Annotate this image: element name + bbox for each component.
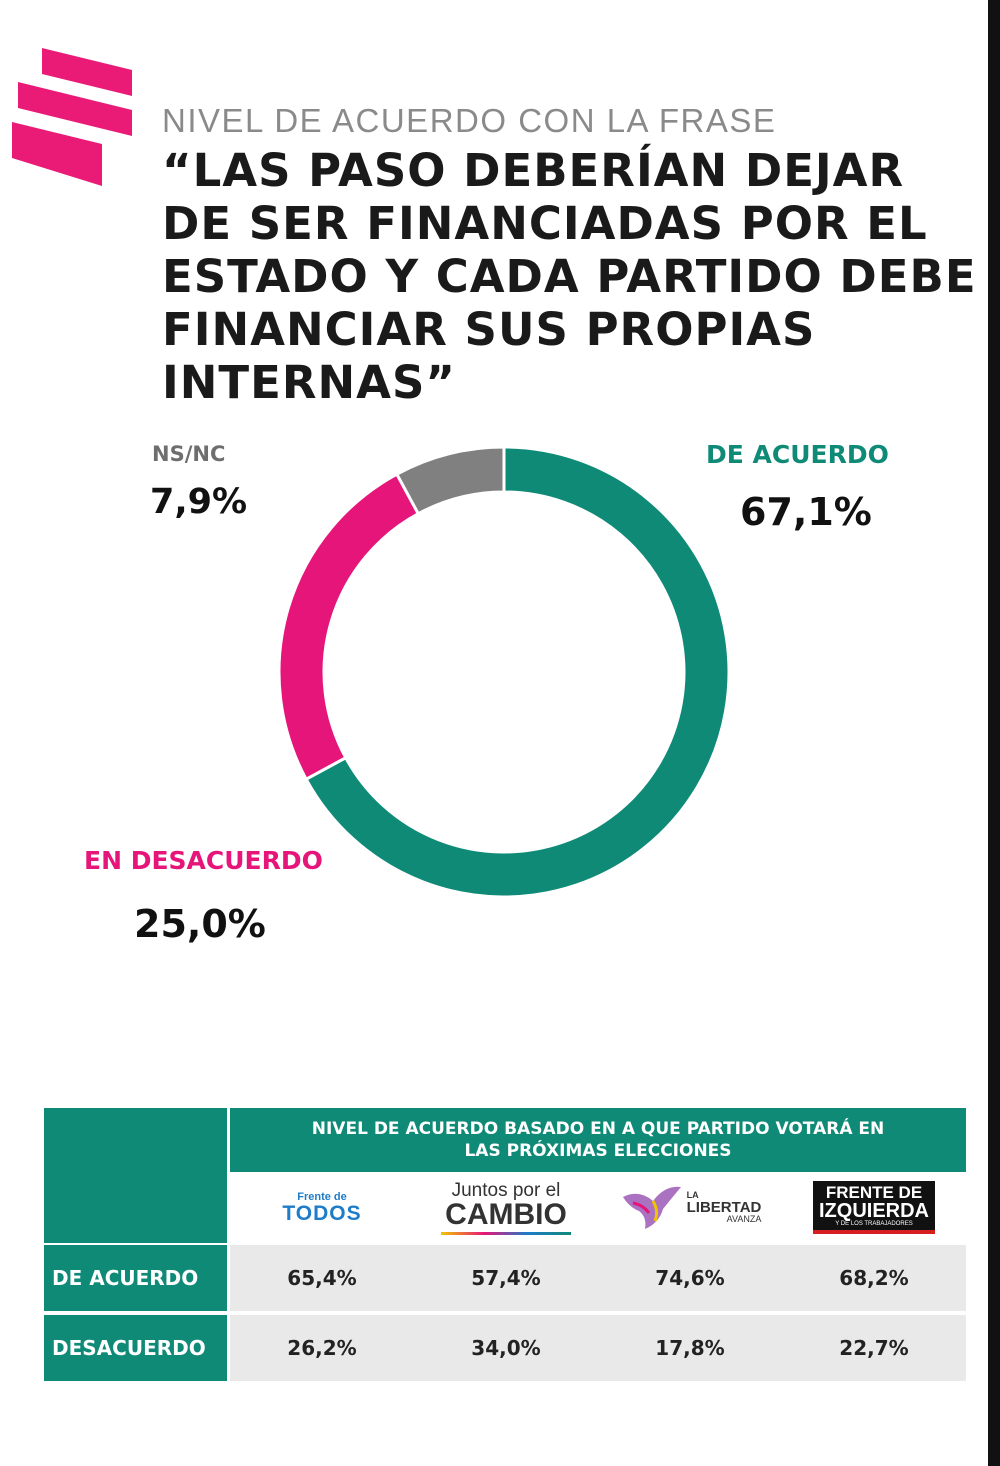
table-cell: 65,4% [287, 1266, 357, 1290]
table-row: DE ACUERDO 65,4% 57,4% 74,6% 68,2% [44, 1245, 966, 1311]
value-en-desacuerdo: 25,0% [134, 902, 266, 946]
value-nsnc: 7,9% [150, 482, 248, 522]
table-cell: 57,4% [471, 1266, 541, 1290]
table-cell: 68,2% [839, 1266, 909, 1290]
logo-juntos-por-el-cambio: Juntos por el CAMBIO [414, 1172, 598, 1243]
row-cells: 65,4% 57,4% 74,6% 68,2% [230, 1245, 966, 1311]
label-nsnc: NS/NC [152, 442, 226, 466]
brand-logo-icon [12, 48, 132, 186]
table-cell: 17,8% [655, 1336, 725, 1360]
chart-subtitle: NIVEL DE ACUERDO CON LA FRASE [162, 102, 777, 139]
donut-slice-ns-nc [394, 445, 506, 516]
logo-la-libertad-avanza: LA LIBERTAD AVANZA [598, 1172, 782, 1243]
table-cell: 74,6% [655, 1266, 725, 1290]
screen-edge [988, 0, 1000, 1466]
logo-frente-de-todos: Frente de TODOS [282, 1190, 362, 1225]
row-label: DE ACUERDO [44, 1245, 227, 1311]
label-de-acuerdo: DE ACUERDO [706, 440, 889, 469]
eagle-icon [622, 1186, 681, 1229]
party-logos-row: Frente de TODOS Juntos por el CAMBIO [230, 1172, 966, 1243]
party-table: NIVEL DE ACUERDO BASADO EN A QUE PARTIDO… [44, 1108, 966, 1381]
donut-svg [277, 445, 731, 899]
table-row: DESACUERDO 26,2% 34,0% 17,8% 22,7% [44, 1313, 966, 1381]
table-cell: 26,2% [287, 1336, 357, 1360]
logo-frente-de-izquierda: FRENTE DE IZQUIERDA Y DE LOS TRABAJADORE… [782, 1172, 966, 1243]
donut-chart: NS/NC 7,9% DE ACUERDO 67,1% EN DESACUERD… [0, 420, 988, 980]
value-de-acuerdo: 67,1% [740, 490, 872, 534]
label-en-desacuerdo: EN DESACUERDO [84, 846, 323, 875]
table-cell: 34,0% [471, 1336, 541, 1360]
donut-slice-de-acuerdo [304, 445, 731, 899]
table-cell: 22,7% [839, 1336, 909, 1360]
table-corner [44, 1108, 227, 1243]
table-header: NIVEL DE ACUERDO BASADO EN A QUE PARTIDO… [230, 1108, 966, 1172]
row-cells: 26,2% 34,0% 17,8% 22,7% [230, 1315, 966, 1381]
donut-slice-en-desacuerdo [277, 472, 421, 782]
chart-title: “LAS PASO DEBERÍAN DEJAR DE SER FINANCIA… [162, 144, 977, 409]
row-label: DESACUERDO [44, 1315, 227, 1381]
